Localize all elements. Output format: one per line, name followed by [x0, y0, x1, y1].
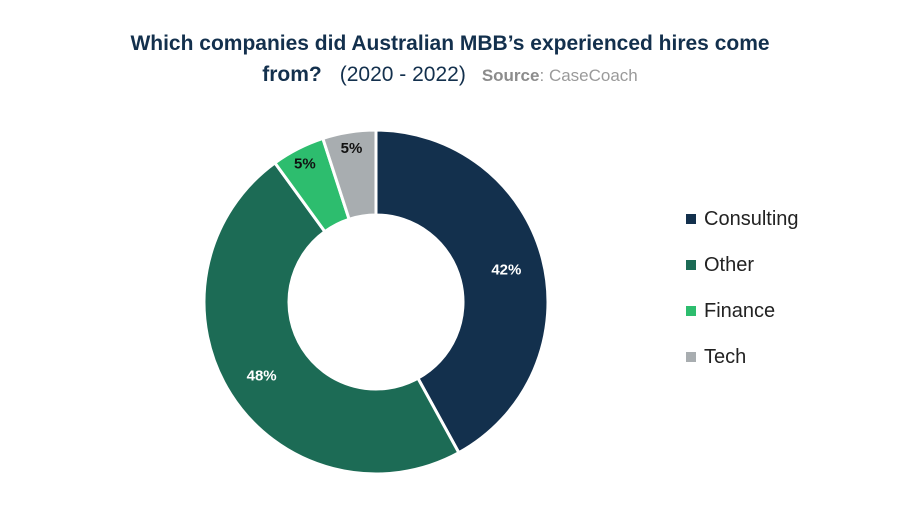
legend-swatch [686, 306, 696, 316]
donut-slice-consulting [374, 128, 550, 455]
legend-item-tech: Tech [686, 334, 799, 380]
chart-source-label: Source [481, 66, 540, 85]
legend-label: Tech [704, 345, 747, 368]
legend-swatch [686, 352, 696, 362]
legend-item-other: Other [686, 242, 799, 288]
chart-source-separator: : [539, 66, 545, 85]
legend-label: Consulting [704, 207, 799, 230]
legend-swatch [686, 260, 696, 270]
legend-label: Other [704, 253, 755, 276]
donut-slice-tech [320, 128, 378, 222]
legend-item-consulting: Consulting [686, 196, 799, 242]
legend-label: Finance [704, 299, 776, 322]
data-label-tech: 5% [341, 140, 363, 157]
chart-title-line2: from? (2020 - 2022) Source: CaseCoach [0, 59, 900, 91]
chart-source: Source: CaseCoach [482, 66, 638, 85]
donut-slice-other [202, 160, 461, 476]
data-label-finance: 5% [294, 155, 316, 172]
chart-title: Which companies did Australian MBB’s exp… [0, 28, 900, 91]
chart-legend: Consulting Other Finance Tech [686, 196, 799, 380]
chart-source-value: CaseCoach [548, 66, 638, 85]
chart-title-line1: Which companies did Australian MBB’s exp… [130, 32, 770, 55]
chart-title-line2-text: from? [262, 63, 322, 86]
data-label-other: 48% [247, 368, 277, 385]
legend-swatch [686, 214, 696, 224]
data-label-consulting: 42% [491, 262, 521, 279]
legend-item-finance: Finance [686, 288, 799, 334]
chart-title-years: (2020 - 2022) [339, 63, 466, 86]
